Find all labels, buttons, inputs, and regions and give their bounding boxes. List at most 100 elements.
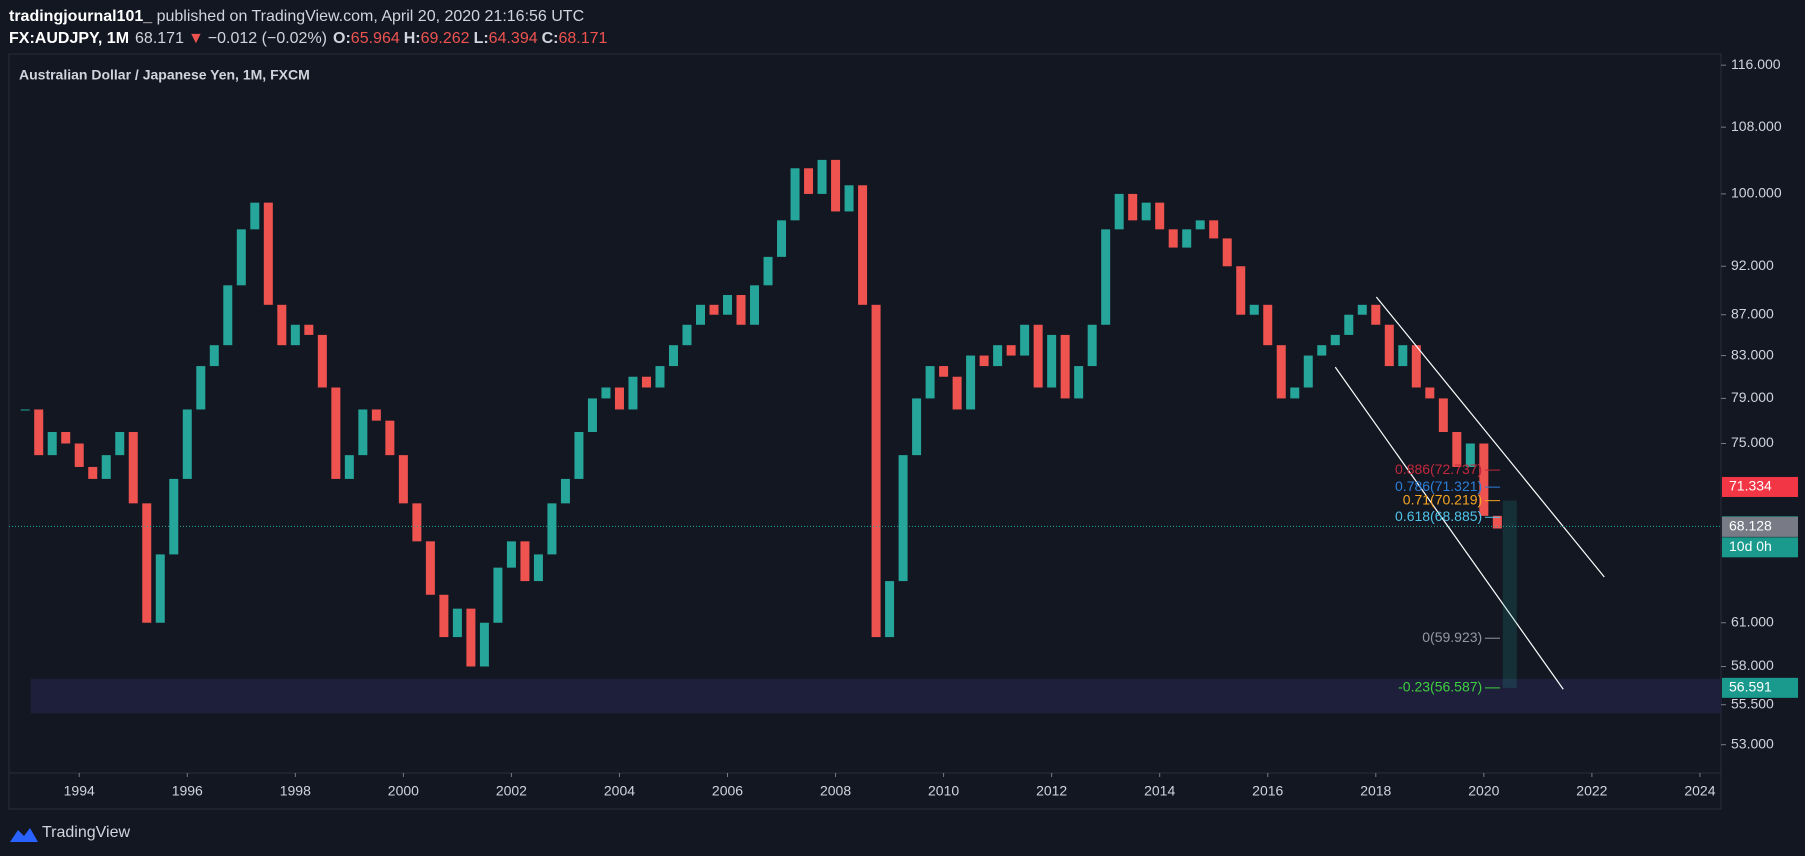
- x-tick-label: 2004: [604, 783, 635, 799]
- candle: [790, 168, 800, 221]
- candle: [128, 432, 138, 504]
- candle: [1222, 238, 1232, 267]
- candle: [250, 202, 260, 230]
- countdown: 10d 0h: [1729, 538, 1772, 554]
- candle: [1411, 345, 1421, 388]
- candle: [1182, 229, 1192, 248]
- candle: [412, 503, 422, 542]
- candle: [493, 567, 503, 623]
- symbol: FX:AUDJPY, 1M: [9, 30, 129, 47]
- candle: [277, 304, 287, 346]
- x-tick-label: 2020: [1468, 783, 1499, 799]
- o-label: O:: [333, 30, 351, 47]
- candle: [1344, 314, 1354, 335]
- candle: [182, 409, 192, 479]
- candle: [1492, 515, 1502, 529]
- price-label: 71.334: [1729, 478, 1772, 494]
- candle: [1357, 304, 1367, 315]
- price-label-box: [1722, 677, 1798, 698]
- price-label: 68.128: [1729, 518, 1772, 534]
- close: 68.171: [559, 30, 608, 47]
- candle: [398, 455, 408, 504]
- y-tick-label: 92.000: [1731, 257, 1774, 273]
- y-tick-label: 87.000: [1731, 305, 1774, 321]
- candle: [331, 387, 341, 479]
- candle: [1330, 334, 1340, 346]
- candle: [695, 304, 705, 325]
- quote-line: FX:AUDJPY, 1M 68.171 ▼ −0.012 (−0.02%) O:65.…: [9, 30, 608, 47]
- candle: [844, 185, 854, 212]
- candle: [601, 387, 611, 399]
- support-zone: [30, 678, 1721, 714]
- fib-label: 0(59.923): [1422, 629, 1482, 645]
- candle: [939, 366, 949, 377]
- x-tick-label: 2018: [1360, 783, 1391, 799]
- c-label: C:: [542, 30, 559, 47]
- candle: [1276, 345, 1286, 399]
- candle: [344, 455, 354, 479]
- candle: [709, 304, 719, 315]
- candle: [61, 432, 71, 444]
- candle: [439, 594, 449, 638]
- candle: [74, 443, 84, 467]
- candle: [47, 432, 57, 456]
- high: 69.262: [421, 30, 470, 47]
- trendline: [1334, 366, 1564, 690]
- projection-box: [1502, 500, 1517, 688]
- candle: [425, 541, 435, 595]
- candle: [290, 324, 300, 346]
- x-tick-label: 1998: [280, 783, 311, 799]
- candle: [858, 185, 868, 305]
- candle: [520, 541, 530, 582]
- x-tick-label: 1996: [172, 783, 203, 799]
- candle: [1033, 324, 1043, 388]
- x-tick-label: 2006: [712, 783, 743, 799]
- price-label-box: [1722, 516, 1798, 537]
- candle: [236, 229, 246, 286]
- candle: [1465, 443, 1475, 467]
- candle: [1074, 366, 1084, 399]
- candle: [1087, 324, 1097, 367]
- y-tick-label: 61.000: [1731, 613, 1774, 629]
- candle: [1317, 345, 1327, 356]
- x-tick-label: 2014: [1144, 783, 1175, 799]
- candle: [1236, 266, 1246, 315]
- logo: [10, 828, 38, 842]
- candle: [831, 159, 841, 212]
- candle: [628, 376, 638, 410]
- candle: [1195, 220, 1205, 230]
- candle: [169, 478, 179, 555]
- candle: [952, 376, 962, 410]
- candle: [641, 376, 651, 388]
- candle: [1114, 193, 1124, 230]
- chart-title: Australian Dollar / Japanese Yen, 1M, FX…: [19, 67, 310, 83]
- candle: [682, 324, 692, 346]
- candle: [1168, 229, 1178, 248]
- y-tick-label: 75.000: [1731, 434, 1774, 450]
- candle: [804, 168, 814, 194]
- candle: [1371, 304, 1381, 325]
- h-label: H:: [404, 30, 421, 47]
- candle: [1155, 202, 1165, 230]
- candle: [1060, 334, 1070, 399]
- candle: [871, 304, 881, 638]
- candle: [142, 503, 152, 623]
- candle: [317, 334, 327, 388]
- candle: [115, 432, 125, 456]
- candle: [358, 409, 368, 456]
- candle: [209, 345, 219, 367]
- user: tradingjournal101_: [9, 8, 153, 25]
- y-tick-label: 83.000: [1731, 346, 1774, 362]
- candle: [1479, 443, 1489, 516]
- candle: [966, 355, 976, 410]
- candle: [1006, 345, 1016, 356]
- candle: [20, 409, 30, 411]
- candle: [1128, 193, 1138, 221]
- x-tick-label: 2012: [1036, 783, 1067, 799]
- x-tick-label: 2000: [388, 783, 419, 799]
- published: published on TradingView.com, April 20, …: [152, 8, 584, 25]
- y-tick-label: 100.000: [1731, 185, 1782, 201]
- fib-label: 0.71(70.219): [1403, 491, 1482, 507]
